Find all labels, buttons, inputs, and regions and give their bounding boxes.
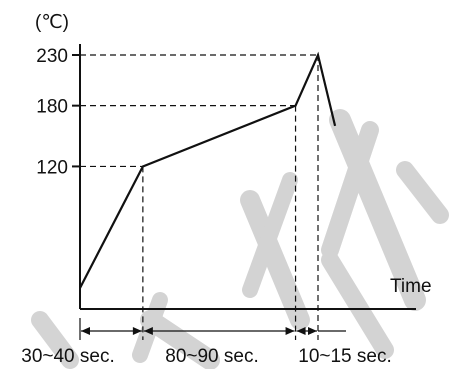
duration-arrowhead-right [308,327,317,335]
duration-arrowhead-left [296,327,306,335]
duration-label: 80~90 sec. [165,346,259,367]
duration-label: 10~15 sec. [298,346,392,367]
y-ticks: 120 180 230 [36,46,80,178]
duration-arrowhead-right [132,327,142,335]
duration-markers: 30~40 sec. 80~90 sec. 10~15 sec. [21,318,392,367]
y-tick-label: 180 [36,97,68,118]
y-axis-label: (℃) [35,12,69,33]
duration-arrowhead-right [285,327,295,335]
x-axis-label: Time [390,276,432,297]
y-tick-label: 230 [36,46,68,67]
duration-arrowhead-left [143,327,153,335]
series-group [79,51,337,289]
duration-label: 30~40 sec. [21,346,115,367]
guide-lines [80,54,319,340]
duration-arrowhead-left [81,327,90,335]
watermark [31,109,449,369]
temperature-profile-line [79,51,337,289]
y-tick-label: 120 [36,157,68,178]
